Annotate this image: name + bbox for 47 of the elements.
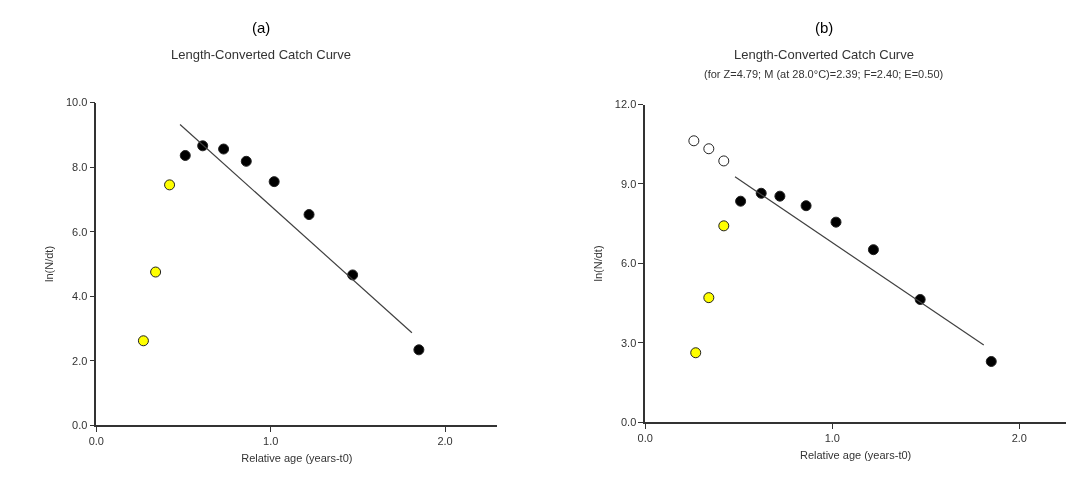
point: [240, 155, 252, 167]
point: [137, 335, 149, 347]
point: [303, 209, 315, 221]
point: [218, 143, 230, 155]
x-tick-label: 2.0: [1011, 432, 1027, 445]
y-tick-label: 12.0: [614, 98, 637, 111]
y-tick-label: 8.0: [72, 160, 88, 173]
point: [179, 149, 191, 161]
y-tick-label: 2.0: [72, 354, 88, 367]
point: [413, 344, 425, 356]
text: (b): [815, 19, 834, 36]
x-axis-title: Relative age (years-t0): [800, 449, 912, 462]
y-tick-label: 3.0: [620, 336, 637, 349]
y-tick-label: 4.0: [72, 290, 88, 303]
y-tick-label: 0.0: [72, 419, 88, 432]
x-tick-label: 1.0: [824, 432, 840, 445]
point: [830, 216, 842, 228]
text: (a): [252, 19, 271, 36]
point: [985, 356, 997, 367]
chart-subtitle: (for Z=4.79; M (at 28.0°C)=2.39; F=2.40; E=0.50): [704, 68, 944, 80]
point: [774, 190, 786, 202]
point: [735, 195, 747, 207]
point: [718, 155, 730, 167]
point: [688, 135, 700, 147]
point: [867, 244, 879, 256]
chart-title: Length-Converted Catch Curve: [171, 47, 351, 62]
point: [164, 179, 176, 191]
point: [718, 220, 730, 232]
point: [800, 200, 812, 212]
y-tick-label: 6.0: [72, 225, 88, 238]
point: [703, 292, 715, 304]
point: [703, 143, 715, 155]
y-tick-label: 0.0: [620, 416, 637, 429]
x-tick-label: 0.0: [88, 435, 104, 448]
x-tick-label: 2.0: [437, 435, 453, 448]
x-axis-title: Relative age (years-t0): [241, 452, 353, 465]
y-tick-label: 6.0: [620, 257, 637, 270]
y-tick-label: 10.0: [65, 96, 88, 109]
y-tick-label: 9.0: [620, 177, 637, 190]
y-axis-title: ln(N/dt): [592, 245, 604, 282]
point: [268, 176, 280, 188]
x-tick-label: 1.0: [263, 435, 279, 448]
y-axis-title: ln(N/dt): [43, 245, 56, 282]
chart-title: Length-Converted Catch Curve: [734, 47, 914, 62]
point: [150, 266, 162, 278]
point: [690, 347, 702, 359]
x-tick-label: 0.0: [637, 432, 653, 445]
